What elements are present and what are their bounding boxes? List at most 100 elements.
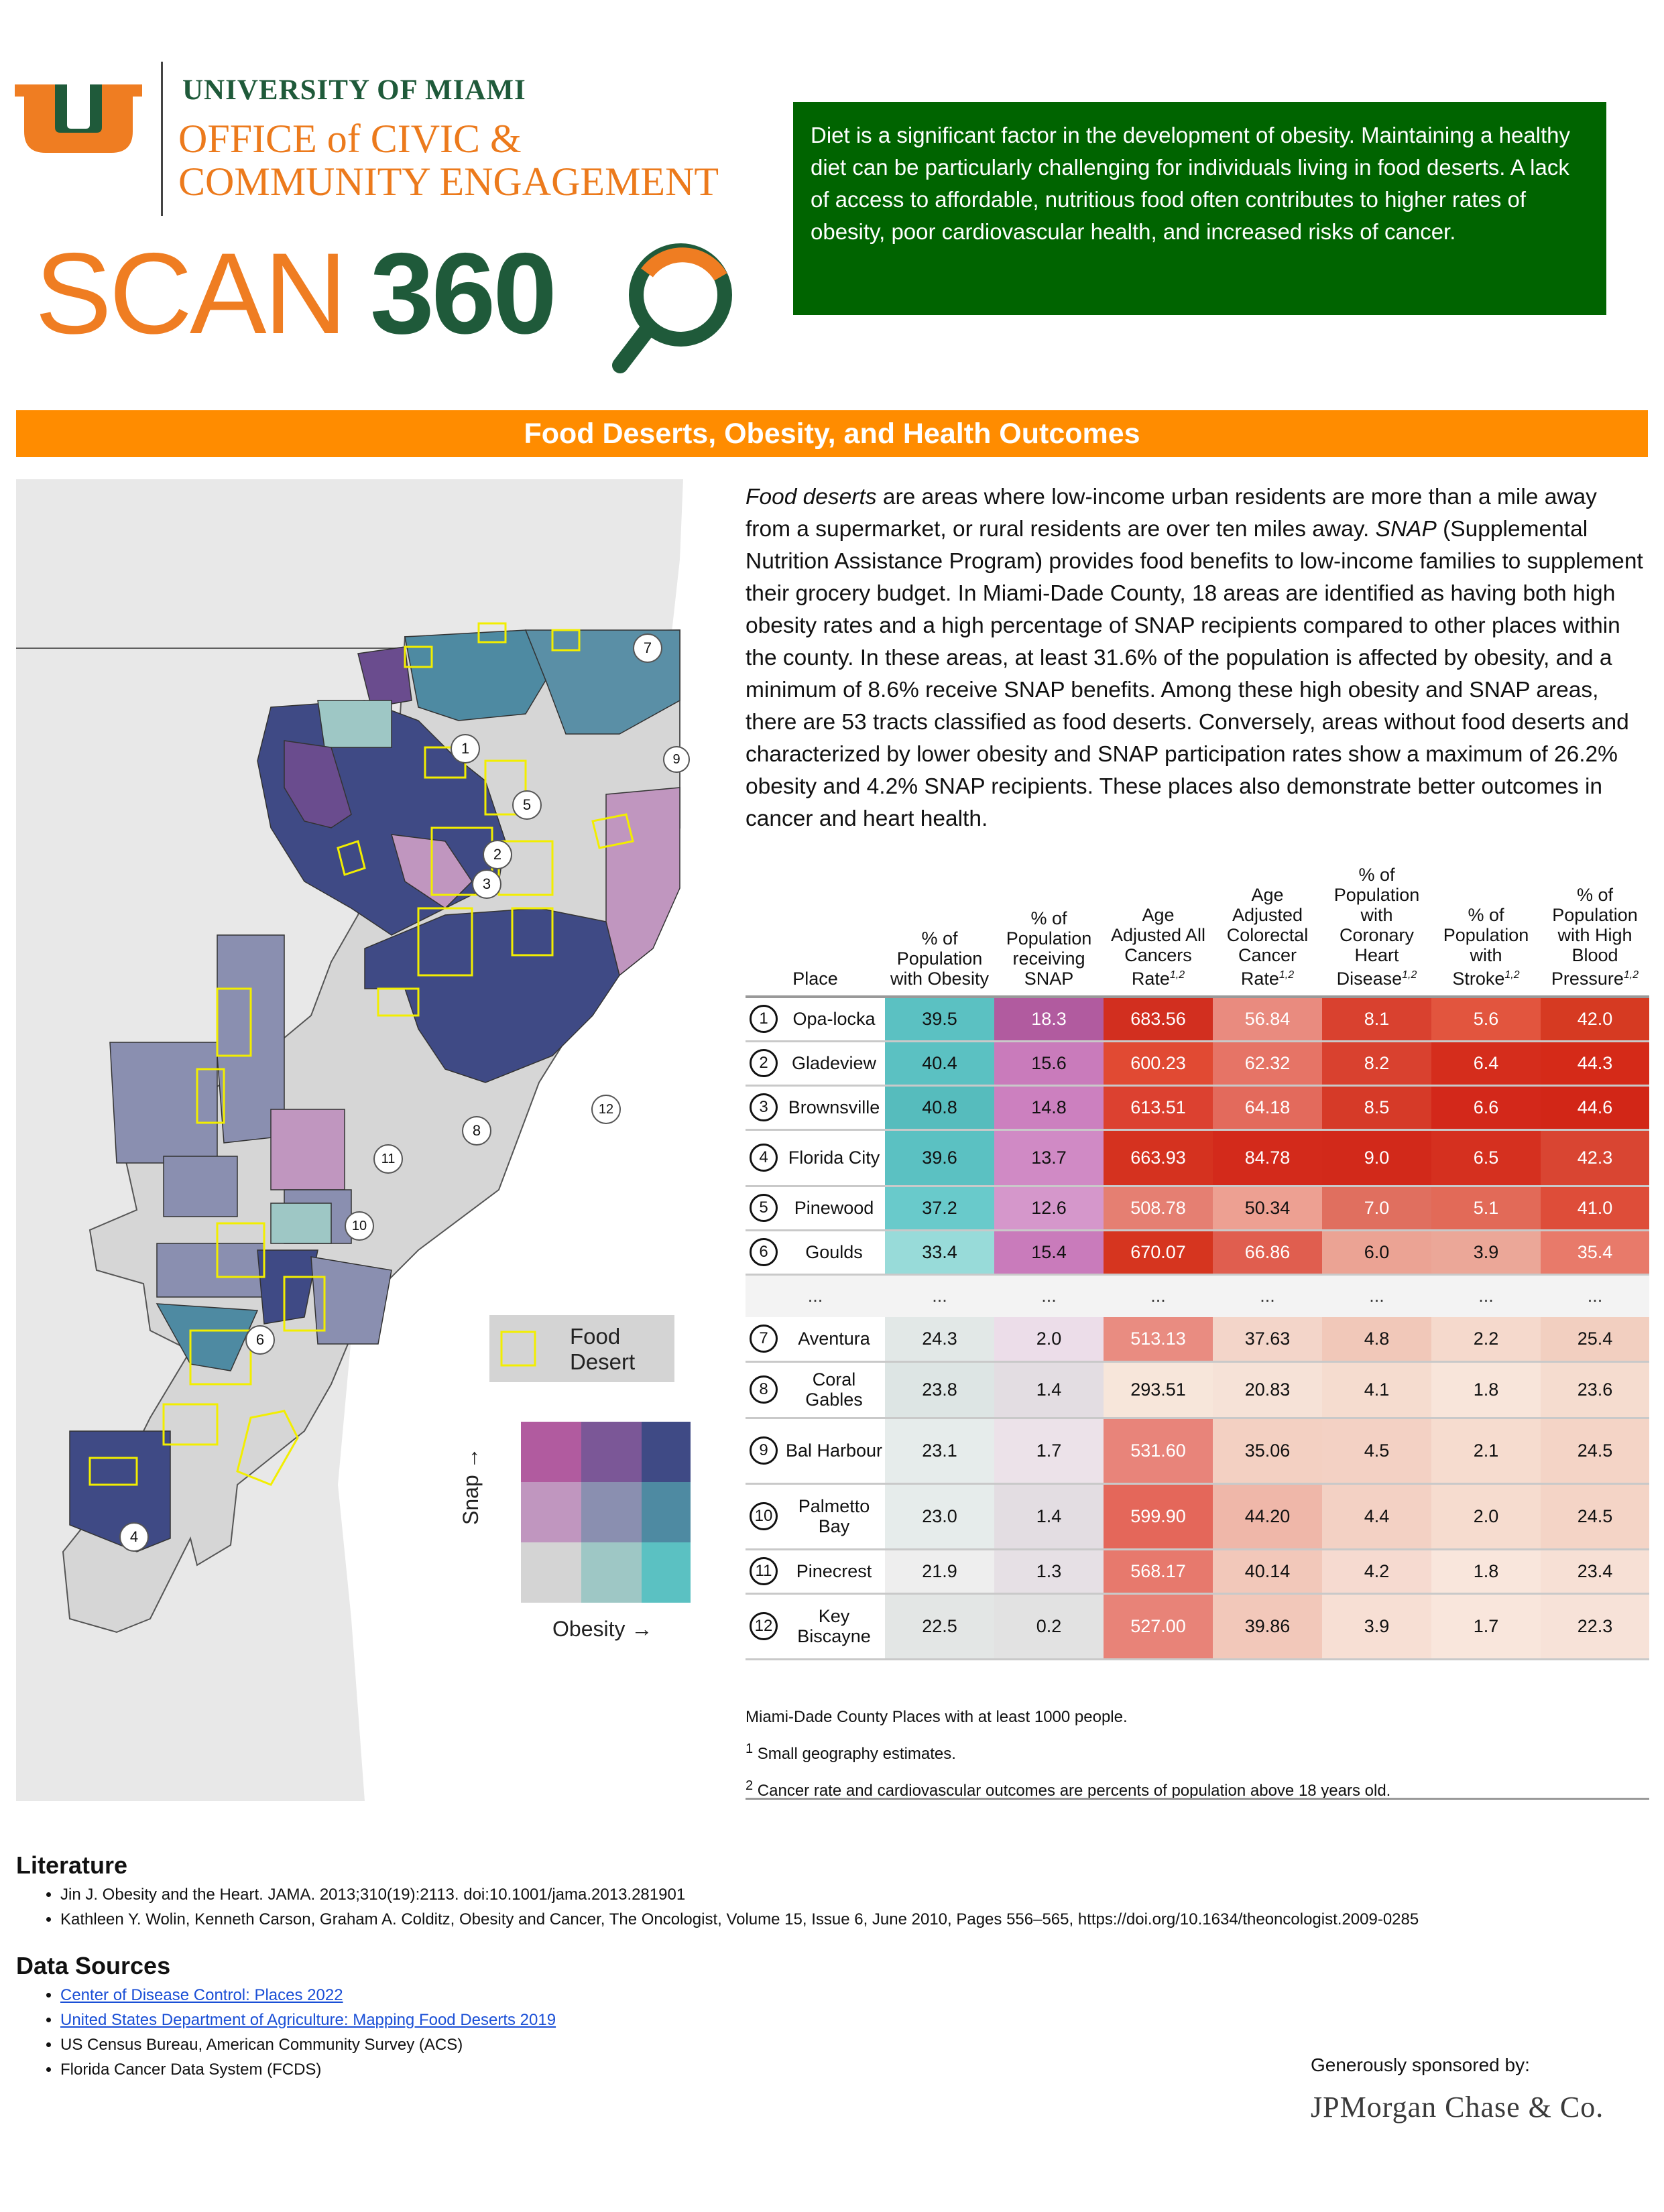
table-cell-obesity: 33.4: [885, 1230, 994, 1276]
table-cell-chd: 4.5: [1322, 1418, 1431, 1485]
description-part: (Supplemental Nutrition Assistance Progr…: [746, 517, 1643, 831]
row-number-circle: 4: [750, 1144, 778, 1172]
source-item: Center of Disease Control: Places 2022: [60, 1983, 1200, 2008]
scan-logo-number: 360: [370, 229, 557, 358]
table-cell-cancer: 531.60: [1104, 1418, 1213, 1485]
table-cell-colorectal: 40.14: [1213, 1549, 1322, 1595]
header-text: % of Population with High Blood Pressure: [1551, 885, 1638, 989]
table-cell-snap: 12.6: [994, 1186, 1104, 1231]
table-cell-chd: 7.0: [1322, 1186, 1431, 1231]
table-cell-cancer: 293.51: [1104, 1361, 1213, 1419]
row-number-circle: 2: [750, 1049, 778, 1077]
map-marker: 6: [245, 1325, 275, 1355]
table-cell: ...: [1541, 1274, 1649, 1317]
header-stroke: % of Population with Stroke1,2: [1431, 865, 1541, 998]
table-cell-place: 9 Bal Harbour: [746, 1418, 885, 1485]
place-name: Florida City: [788, 1148, 880, 1168]
table-cell-colorectal: 64.18: [1213, 1085, 1322, 1131]
place-name: Pinecrest: [796, 1561, 872, 1581]
table-cell-stroke: 6.4: [1431, 1041, 1541, 1087]
table-cell-place: 6 Goulds: [746, 1230, 885, 1276]
description-part: are areas where low-income urban residen…: [746, 485, 1597, 542]
note-places: Miami-Dade County Places with at least 1…: [746, 1708, 1128, 1726]
table-cell-cancer: 683.56: [1104, 997, 1213, 1042]
table-row: 12 Key Biscayne 22.5 0.2 527.00 39.86 3.9 1.7 22…: [746, 1593, 1649, 1660]
note-small-geo: 1 Small geography estimates.: [746, 1741, 1649, 1764]
table-cell-obesity: 21.9: [885, 1549, 994, 1595]
source-link-cdc[interactable]: Center of Disease Control: Places 2022: [60, 1986, 343, 2004]
university-u-logo: [15, 84, 142, 153]
table-cell-cancer: 508.78: [1104, 1186, 1213, 1231]
table-cell-chd: 6.0: [1322, 1230, 1431, 1276]
map-marker: 10: [345, 1211, 374, 1241]
table-notes: Miami-Dade County Places with at least 1…: [746, 1708, 1649, 1815]
table-cell-colorectal: 50.34: [1213, 1186, 1322, 1231]
header-colorectal: Age Adjusted Colorectal Cancer Rate1,2: [1213, 865, 1322, 998]
header-snap: % of Population receiving SNAP: [994, 865, 1104, 998]
table-row: 5 Pinewood 37.2 12.6 508.78 50.34 7.0 5.1 41.0: [746, 1186, 1649, 1231]
table-cell: ...: [1431, 1274, 1541, 1317]
table-cell-cancer: 599.90: [1104, 1483, 1213, 1550]
table-cell-bp: 24.5: [1541, 1418, 1649, 1485]
table-cell-place: 10 Palmetto Bay: [746, 1483, 885, 1550]
table-cell-place: 2 Gladeview: [746, 1041, 885, 1087]
term-snap: SNAP: [1375, 517, 1437, 542]
table-row: 4 Florida City 39.6 13.7 663.93 84.78 9.0 6.5 42…: [746, 1129, 1649, 1187]
map-marker: 1: [451, 734, 480, 763]
map-marker: 8: [462, 1116, 491, 1146]
header-place: Place: [746, 865, 885, 998]
table-cell-bp: 35.4: [1541, 1230, 1649, 1276]
table-cell-chd: 4.2: [1322, 1549, 1431, 1595]
table-cell-obesity: 37.2: [885, 1186, 994, 1231]
table-cell-chd: 3.9: [1322, 1593, 1431, 1660]
table-cell-stroke: 5.6: [1431, 997, 1541, 1042]
table-cell-chd: 4.1: [1322, 1361, 1431, 1419]
table-cell: ...: [1104, 1274, 1213, 1317]
map-axis-snap-label: Snap →: [459, 1447, 483, 1525]
source-item: United States Department of Agriculture:…: [60, 2008, 1200, 2032]
table-cell-colorectal: 44.20: [1213, 1483, 1322, 1550]
table-cell-colorectal: 62.32: [1213, 1041, 1322, 1087]
map-marker: 12: [591, 1095, 621, 1124]
row-number-circle: 9: [750, 1436, 778, 1465]
table-body-bottom: 7 Aventura 24.3 2.0 513.13 37.63 4.8 2.2 25.4 8 Co…: [746, 1317, 1649, 1660]
table-cell-chd: 4.4: [1322, 1483, 1431, 1550]
table-cell: ...: [885, 1274, 994, 1317]
table-cell-snap: 15.6: [994, 1041, 1104, 1087]
table-body-top: 1 Opa-locka 39.5 18.3 683.56 56.84 8.1 5.6 42.0 2…: [746, 997, 1649, 1276]
map-marker: 2: [483, 840, 512, 869]
table-cell-chd: 8.1: [1322, 997, 1431, 1042]
header-sup: 1,2: [1623, 969, 1639, 981]
table-cell-snap: 15.4: [994, 1230, 1104, 1276]
place-name: Palmetto Bay: [798, 1496, 870, 1536]
table-cell-obesity: 39.5: [885, 997, 994, 1042]
county-map: [16, 479, 702, 1801]
table-cell: ...: [1213, 1274, 1322, 1317]
table-cell-place: 11 Pinecrest: [746, 1549, 885, 1595]
row-number-circle: 11: [750, 1557, 778, 1585]
table-cell-colorectal: 84.78: [1213, 1129, 1322, 1187]
map-marker: 7: [633, 633, 662, 663]
table-row: 2 Gladeview 40.4 15.6 600.23 62.32 8.2 6.4 44.3: [746, 1041, 1649, 1087]
table-cell-obesity: 23.1: [885, 1418, 994, 1485]
row-number-circle: 3: [750, 1093, 778, 1121]
office-name-line1: OFFICE of CIVIC &: [178, 117, 522, 161]
table-cell-colorectal: 20.83: [1213, 1361, 1322, 1419]
map-marker: 5: [512, 790, 542, 820]
table-cell-stroke: 2.1: [1431, 1418, 1541, 1485]
table-cell-place: 12 Key Biscayne: [746, 1593, 885, 1660]
table-cell-cancer: 600.23: [1104, 1041, 1213, 1087]
place-name: Goulds: [805, 1242, 863, 1262]
table-cell-chd: 4.8: [1322, 1317, 1431, 1363]
row-number-circle: 10: [750, 1502, 778, 1530]
table-row-ellipsis: ... ... ... ... ... ... ... ...: [746, 1274, 1649, 1317]
table-cell-chd: 9.0: [1322, 1129, 1431, 1187]
source-link-usda[interactable]: United States Department of Agriculture:…: [60, 2011, 556, 2029]
table-cell-stroke: 1.8: [1431, 1361, 1541, 1419]
table-row: 9 Bal Harbour 23.1 1.7 531.60 35.06 4.5 2.1 24.5: [746, 1418, 1649, 1485]
header-text: Age Adjusted Colorectal Cancer Rate: [1226, 885, 1309, 989]
table-cell-bp: 23.4: [1541, 1549, 1649, 1595]
table-cell-chd: 8.2: [1322, 1041, 1431, 1087]
table-cell-obesity: 23.0: [885, 1483, 994, 1550]
table-cell-chd: 8.5: [1322, 1085, 1431, 1131]
